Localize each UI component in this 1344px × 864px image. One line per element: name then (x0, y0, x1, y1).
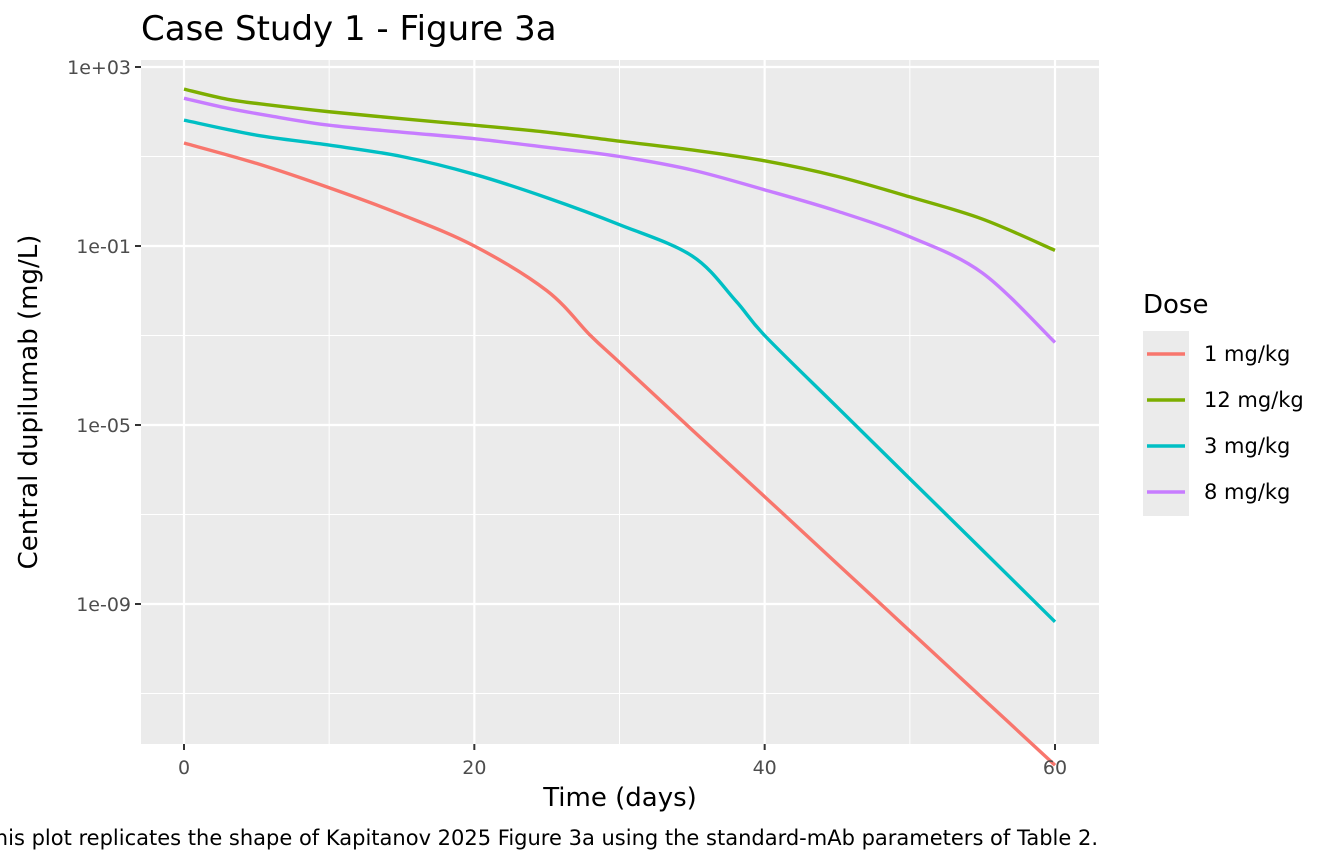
x-tick-label: 60 (1043, 757, 1067, 779)
x-tick-label: 0 (178, 757, 190, 779)
y-tick-label: 1e-05 (76, 415, 131, 437)
series-line-3 (183, 118, 1057, 624)
chart-caption: This plot replicates the shape of Kapita… (0, 826, 1098, 850)
x-tick-label: 20 (462, 757, 486, 779)
y-axis-title: Central dupilumab (mg/L) (14, 235, 44, 570)
series-line-2 (183, 87, 1056, 252)
series-layer (183, 87, 1057, 767)
y-tick-label: 1e-09 (76, 594, 131, 616)
legend-key-background (1143, 331, 1189, 516)
y-tick-label: 1e+03 (67, 57, 131, 79)
legend: Dose 1 mg/kg 12 mg/kg 3 mg/kg 8 mg/kg (1143, 290, 1304, 516)
legend-label: 12 mg/kg (1204, 388, 1304, 412)
y-tick-label: 1e-01 (76, 236, 131, 258)
axis-layer: 0 20 40 60 1e+03 1e-01 1e-05 1e-09 (67, 57, 1067, 779)
x-axis-title: Time (days) (542, 783, 697, 813)
legend-label: 1 mg/kg (1204, 342, 1290, 366)
series-line-4 (183, 96, 1057, 344)
legend-label: 8 mg/kg (1204, 480, 1290, 504)
legend-title: Dose (1143, 290, 1208, 320)
x-tick-label: 40 (753, 757, 777, 779)
chart-title: Case Study 1 - Figure 3a (141, 9, 557, 49)
series-line-1 (183, 141, 1057, 767)
legend-label: 3 mg/kg (1204, 434, 1290, 458)
